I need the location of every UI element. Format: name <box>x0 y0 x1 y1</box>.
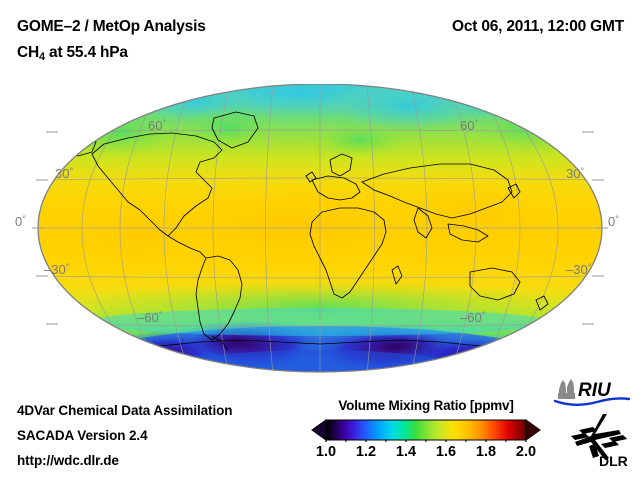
riu-wordmark: RIU <box>578 380 612 401</box>
dlr-logo: DLR <box>571 414 628 468</box>
species-subscript: 4 <box>39 51 45 64</box>
colorbar-title: Volume Mixing Ratio [ppmv] <box>338 398 514 413</box>
colorbar: Volume Mixing Ratio [ppmv] <box>310 398 542 468</box>
lat-label-right-m60: –60° <box>460 310 486 326</box>
colorbar-tick-labels: 1.0 1.2 1.4 1.6 1.8 2.0 <box>310 444 542 464</box>
cathedral-icon <box>558 379 575 399</box>
coastlines <box>69 111 549 353</box>
colorbar-tick-4: 1.8 <box>475 444 497 460</box>
footer-version-label: SACADA Version 2.4 <box>17 428 148 443</box>
lat-label-left-0: 0° <box>15 214 26 230</box>
colorbar-tick-1: 1.2 <box>355 444 377 460</box>
dlr-mark-icon <box>571 414 627 460</box>
lat-label-left-m30: –30° <box>44 262 70 278</box>
colorbar-tick-0: 1.0 <box>315 444 337 460</box>
dlr-wordmark: DLR <box>599 453 628 468</box>
page-title: GOME–2 / MetOp Analysis <box>17 18 206 35</box>
global-map: 60° 30° 0° –30° –60° 60° 30° 0° –30° –60… <box>0 84 640 384</box>
species-subtitle: CH4 at 55.4 hPa <box>17 44 128 63</box>
riu-logo: RIU <box>553 379 631 406</box>
species-suffix: at 55.4 hPa <box>44 44 128 61</box>
lat-label-left-30: 30° <box>55 166 74 182</box>
graticule-meridians <box>81 84 559 372</box>
riu-swoosh <box>553 397 631 406</box>
species-prefix: CH <box>17 44 39 61</box>
map-svg <box>32 84 608 373</box>
lat-label-left-m60: –60° <box>137 310 163 326</box>
colorbar-tick-2: 1.4 <box>395 444 417 460</box>
colorbar-tick-5: 2.0 <box>515 444 537 460</box>
footer-url[interactable]: http://wdc.dlr.de <box>17 453 119 468</box>
lat-label-right-m30: –30° <box>566 262 592 278</box>
latitude-ticks <box>32 131 608 325</box>
lat-label-left-60: 60° <box>148 118 167 134</box>
lat-label-right-60: 60° <box>460 118 479 134</box>
lat-label-right-30: 30° <box>566 166 585 182</box>
timestamp: Oct 06, 2011, 12:00 GMT <box>451 18 624 35</box>
footer-assimilation-label: 4DVar Chemical Data Assimilation <box>17 403 233 418</box>
colorbar-tick-3: 1.6 <box>435 444 457 460</box>
map-data-layer <box>38 84 602 372</box>
colorbar-swatch <box>311 419 541 442</box>
lat-label-right-0: 0° <box>608 214 619 230</box>
